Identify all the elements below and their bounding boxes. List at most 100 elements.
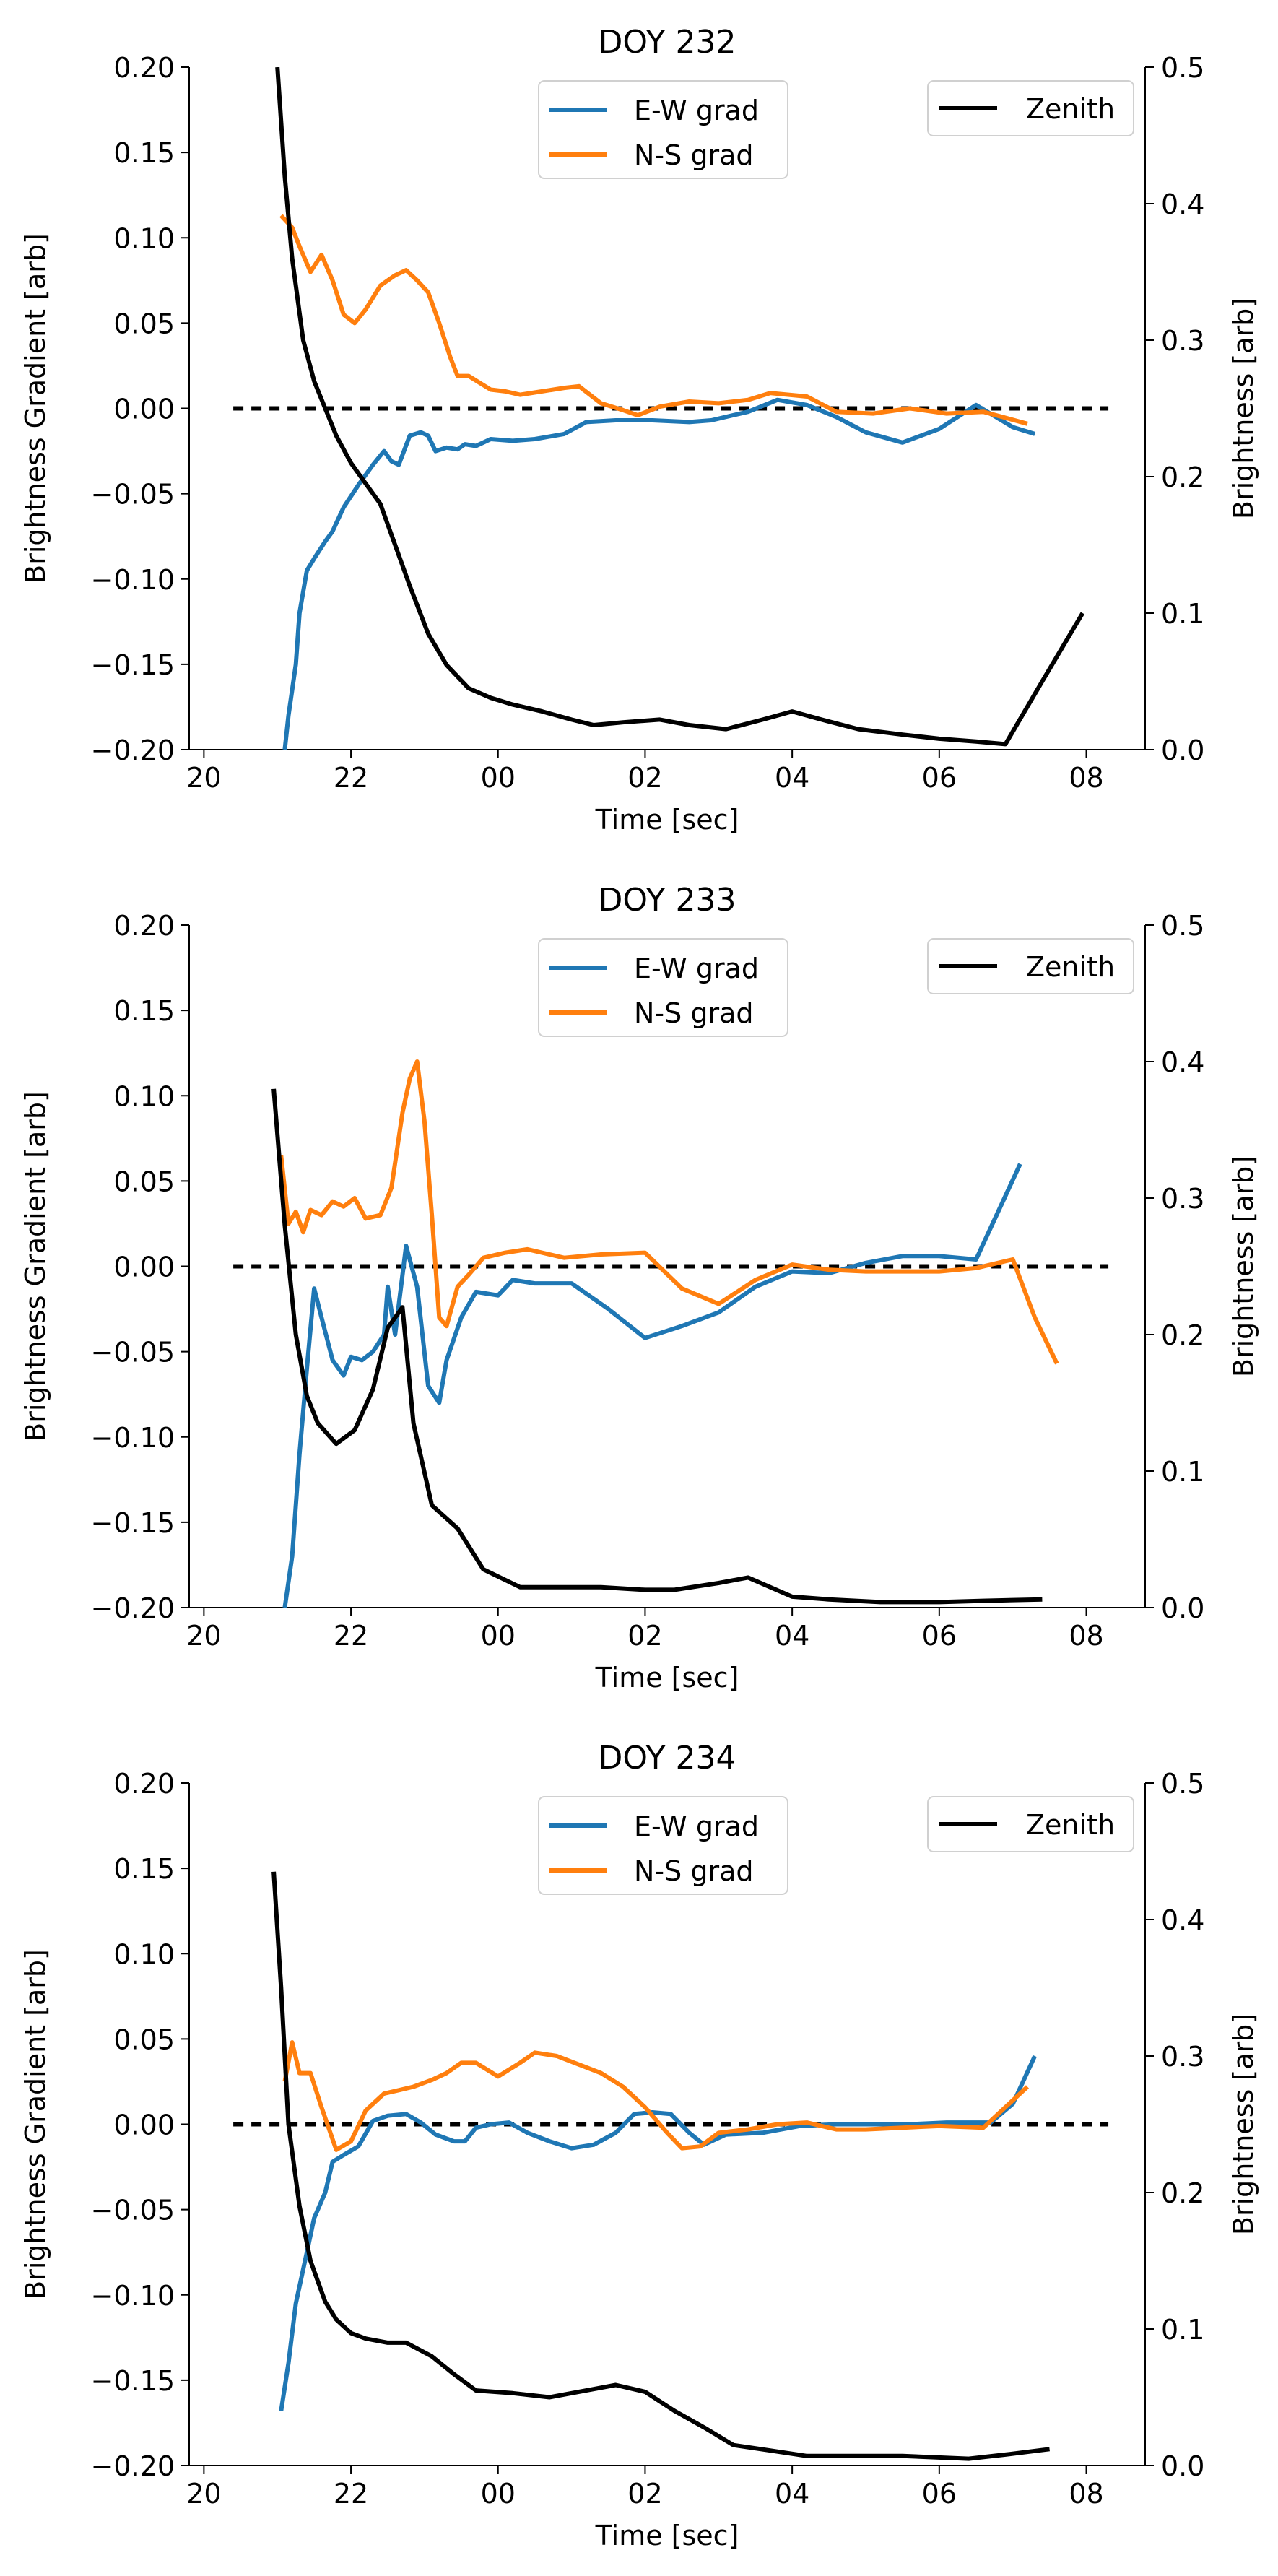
legend-zenith: Zenith [927,1796,1134,1852]
y-tick-label-right: 0.1 [1161,1456,1204,1488]
legend-label: Zenith [1026,1809,1115,1841]
y-tick-label-left: 0.20 [113,910,175,942]
y-tick-label-right: 0.3 [1161,325,1204,357]
x-tick-label: 20 [186,2478,221,2510]
y-tick-label-left: −0.15 [91,1507,175,1539]
y-tick-label-right: 0.1 [1161,598,1204,630]
series-line-n-s-grad [279,1059,1059,1365]
legend-label: N-S grad [634,997,754,1029]
x-tick-label: 04 [775,1620,809,1652]
x-tick-label: 04 [775,2478,809,2510]
x-tick-label: 08 [1069,762,1103,794]
y-tick-label-left: −0.10 [91,564,175,596]
series-line-zenith [271,1871,1050,2461]
y-tick-label-right: 0.1 [1161,2314,1204,2346]
y-tick-label-right: 0.5 [1161,910,1204,942]
legend-label: N-S grad [634,139,754,171]
legend-label: N-S grad [634,1855,754,1887]
y-tick-label-left: −0.20 [91,1592,175,1624]
series-line-zenith [275,67,1084,747]
y-tick-label-right: 0.0 [1161,2450,1204,2482]
x-axis-label: Time [sec] [595,804,739,836]
legend-zenith: Zenith [927,80,1134,136]
y-tick-label-right: 0.5 [1161,1768,1204,1800]
legend-box [927,1796,1134,1852]
y-tick-label-right: 0.4 [1161,1046,1204,1078]
legend-zenith: Zenith [927,938,1134,994]
y-tick-label-left: 0.05 [113,2024,175,2055]
y-tick-label-right: 0.0 [1161,1592,1204,1624]
x-tick-label: 04 [775,762,809,794]
x-axis-label: Time [sec] [595,2520,739,2551]
panel-title: DOY 234 [599,1740,736,1777]
x-tick-label: 06 [922,2478,957,2510]
x-tick-label: 02 [627,1620,662,1652]
y-axis-label-left: Brightness Gradient [arb] [19,233,51,584]
y-tick-label-left: 0.15 [113,995,175,1027]
y-tick-label-right: 0.3 [1161,1183,1204,1215]
y-axis-label-right: Brightness [arb] [1227,298,1259,519]
legend-gradients: E-W grad N-S grad [538,938,788,1037]
series-line-e-w-grad [282,397,1036,750]
y-tick-label-left: −0.10 [91,2280,175,2312]
x-tick-label: 20 [186,1620,221,1652]
legend-box [927,938,1134,994]
series-line-e-w-grad [279,2055,1037,2411]
x-tick-label: 00 [481,1620,516,1652]
y-tick-label-left: 0.00 [113,394,175,425]
y-tick-label-left: 0.00 [113,2109,175,2141]
y-tick-label-left: 0.05 [113,308,175,339]
x-tick-label: 20 [186,762,221,794]
legend-label: E-W grad [634,95,759,126]
y-axis-label-right: Brightness [arb] [1227,2013,1259,2235]
series-line-n-s-grad [279,214,1028,426]
series-line-e-w-grad [282,1163,1022,1608]
x-tick-label: 00 [481,762,516,794]
legend-box [927,80,1134,136]
panel-title: DOY 232 [599,24,736,61]
y-tick-label-left: 0.15 [113,1853,175,1885]
legend-label: Zenith [1026,93,1115,125]
y-tick-label-left: 0.10 [113,1938,175,1970]
legend-label: E-W grad [634,1810,759,1842]
x-tick-label: 06 [922,1620,957,1652]
y-tick-label-right: 0.2 [1161,461,1204,493]
y-axis-label-right: Brightness [arb] [1227,1155,1259,1377]
y-tick-label-left: −0.15 [91,2365,175,2397]
panel-title: DOY 233 [599,882,736,919]
series-line-n-s-grad [282,2040,1030,2152]
y-axis-label-left: Brightness Gradient [arb] [19,1091,51,1441]
y-tick-label-left: 0.10 [113,222,175,254]
y-tick-label-left: 0.10 [113,1080,175,1112]
y-tick-label-left: −0.05 [91,2195,175,2226]
panel-1: DOY 232−0.20−0.15−0.10−0.050.000.050.100… [19,24,1259,836]
y-tick-label-right: 0.2 [1161,2177,1204,2209]
x-tick-label: 22 [334,762,368,794]
y-tick-label-left: −0.05 [91,1337,175,1369]
y-tick-label-right: 0.3 [1161,2041,1204,2073]
y-tick-label-left: 0.00 [113,1252,175,1283]
x-tick-label: 22 [334,2478,368,2510]
x-tick-label: 08 [1069,1620,1103,1652]
plot-area [233,67,1109,750]
y-tick-label-left: 0.20 [113,52,175,84]
y-tick-label-right: 0.0 [1161,734,1204,766]
y-tick-label-left: −0.15 [91,649,175,681]
y-tick-label-left: 0.15 [113,137,175,169]
y-tick-label-left: 0.20 [113,1768,175,1800]
y-tick-label-left: −0.20 [91,734,175,766]
series-line-zenith [271,1088,1043,1605]
x-tick-label: 22 [334,1620,368,1652]
y-tick-label-left: −0.05 [91,479,175,511]
x-tick-label: 08 [1069,2478,1103,2510]
x-tick-label: 02 [627,762,662,794]
y-axis-label-left: Brightness Gradient [arb] [19,1949,51,2299]
y-tick-label-right: 0.5 [1161,52,1204,84]
x-tick-label: 00 [481,2478,516,2510]
plot-area [233,1871,1109,2461]
legend-label: Zenith [1026,951,1115,983]
legend-gradients: E-W grad N-S grad [538,80,788,179]
x-tick-label: 02 [627,2478,662,2510]
plot-area [233,1059,1109,1608]
